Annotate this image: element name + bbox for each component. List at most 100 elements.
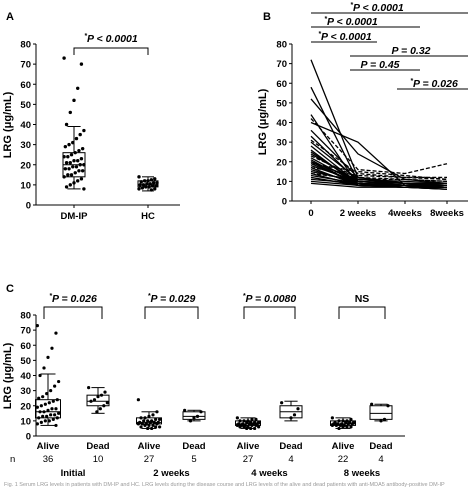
y-tick-label: 0 xyxy=(26,432,31,443)
group-1-alive-point xyxy=(151,423,155,428)
group-2-alive-point xyxy=(249,426,253,431)
group-2-alive-point xyxy=(253,426,257,431)
p-value-label: *P = 0.026 xyxy=(49,293,97,305)
scatter-hc-point xyxy=(149,188,154,192)
group-0-alive-point xyxy=(54,407,58,411)
y-tick-label: 0 xyxy=(282,197,287,208)
group-0-alive-point xyxy=(55,398,59,402)
p-value-label-text: P < 0.0001 xyxy=(321,31,372,43)
y-tick-label: 50 xyxy=(20,356,31,367)
series-line-solid xyxy=(310,161,448,184)
y-tick-label: 20 xyxy=(276,157,287,168)
p-value-label-text: P = 0.0080 xyxy=(246,293,297,305)
series-line-solid xyxy=(310,178,447,186)
y-tick-label: 40 xyxy=(20,371,31,382)
group-0-dead-point xyxy=(95,410,99,414)
scatter-dm-ip-point xyxy=(79,62,84,66)
group-0-alive-point xyxy=(35,405,39,409)
y-tick-label: 10 xyxy=(20,180,31,191)
group-2-alive-point xyxy=(245,420,249,424)
y-tick-label: 80 xyxy=(20,311,31,322)
scatter-dm-ip-point xyxy=(64,122,69,127)
n-value: 5 xyxy=(191,454,196,465)
group-2-alive-point xyxy=(254,423,258,428)
group-0-alive-point xyxy=(37,416,41,420)
group-3-alive-point xyxy=(344,420,348,424)
group-0-alive-point xyxy=(35,422,39,426)
group-1-dead-point xyxy=(188,419,193,423)
group-0-dead-point xyxy=(89,399,93,403)
significance-bracket xyxy=(144,306,199,319)
scatter-dm-ip-point xyxy=(82,163,86,167)
scatter-hc-point xyxy=(141,183,146,187)
group-0-alive-point xyxy=(55,416,59,420)
p-value-label: P = 0.32 xyxy=(391,45,430,57)
group-1-alive-point xyxy=(147,423,151,428)
group-3-alive-point xyxy=(350,422,354,426)
series-line-dashed xyxy=(310,118,448,175)
scatter-dm-ip-point xyxy=(66,173,70,177)
scatter-dm-ip-point xyxy=(80,146,85,151)
p-value-label: *P < 0.0001 xyxy=(324,16,378,28)
scatter-hc-point xyxy=(146,179,150,183)
n-value: 4 xyxy=(288,454,293,465)
p-value-label-text: P = 0.029 xyxy=(150,293,195,305)
group-2-alive-point xyxy=(245,426,249,431)
y-axis-title: LRG (μg/mL) xyxy=(257,88,269,155)
group-1-alive-point xyxy=(155,422,159,426)
group-0-alive-point xyxy=(50,346,54,350)
scatter-dm-ip-point xyxy=(78,163,82,167)
y-tick-label: 20 xyxy=(20,401,31,412)
group-0-alive-point xyxy=(42,366,46,370)
scatter-dm-ip-point xyxy=(76,86,80,90)
scatter-dm-ip-point xyxy=(72,181,76,185)
group-0-alive-point xyxy=(38,373,42,378)
group-3-alive-point xyxy=(330,423,334,428)
group-0-alive-point xyxy=(46,408,50,412)
group-0-dead-point xyxy=(102,404,106,408)
group-0-dead-point xyxy=(87,386,91,390)
group-1-alive-point xyxy=(155,410,159,414)
series-line-solid xyxy=(310,161,448,190)
group-2-alive-point xyxy=(254,417,258,421)
panel-letter-c: C xyxy=(6,283,14,295)
p-value-label-text: P < 0.0001 xyxy=(327,16,378,28)
p-value-label: *P < 0.0001 xyxy=(318,31,372,43)
group-0-alive-point xyxy=(49,389,53,393)
scatter-hc-point xyxy=(147,185,151,189)
scatter-dm-ip-point xyxy=(80,169,85,173)
group-3-alive-point xyxy=(349,417,353,421)
y-tick-label: 70 xyxy=(20,326,31,337)
scatter-dm-ip-point xyxy=(67,142,71,147)
group-3-alive-point xyxy=(346,422,350,426)
group-1-alive-point xyxy=(148,420,152,424)
y-tick-label: 70 xyxy=(276,59,287,70)
scatter-hc-point xyxy=(153,187,157,191)
scatter-dm-ip-point xyxy=(66,155,70,159)
y-tick-label: 20 xyxy=(20,160,31,171)
p-value-label-text: P < 0.0001 xyxy=(353,2,404,14)
y-tick-label: 60 xyxy=(276,79,287,90)
group-1-dead-point xyxy=(183,408,187,412)
x-tick-label: Dead xyxy=(86,441,109,452)
group-1-dead-point xyxy=(192,416,196,420)
scatter-dm-ip-point xyxy=(63,167,68,171)
x-tick-label: Dead xyxy=(279,441,302,452)
scatter-dm-ip-point xyxy=(82,187,86,191)
group-0-alive-point xyxy=(47,419,51,423)
scatter-dm-ip-point xyxy=(74,165,79,169)
group-2-alive-point xyxy=(235,423,239,428)
scatter-hc-point xyxy=(154,184,158,188)
group-0-alive-point xyxy=(39,404,43,408)
group-0-alive-point xyxy=(35,323,39,328)
scatter-hc-point xyxy=(140,186,145,190)
scatter-dm-ip-point xyxy=(68,161,72,165)
scatter-hc-point xyxy=(142,179,147,183)
group-0-dead-point xyxy=(105,401,109,405)
group-0-alive-box xyxy=(35,399,61,419)
scatter-dm-ip-point xyxy=(77,169,81,173)
significance-bracket xyxy=(73,47,149,55)
scatter-dm-ip-point xyxy=(78,132,82,137)
scatter-dm-ip-point xyxy=(62,56,66,60)
group-0-alive-point xyxy=(42,410,46,414)
